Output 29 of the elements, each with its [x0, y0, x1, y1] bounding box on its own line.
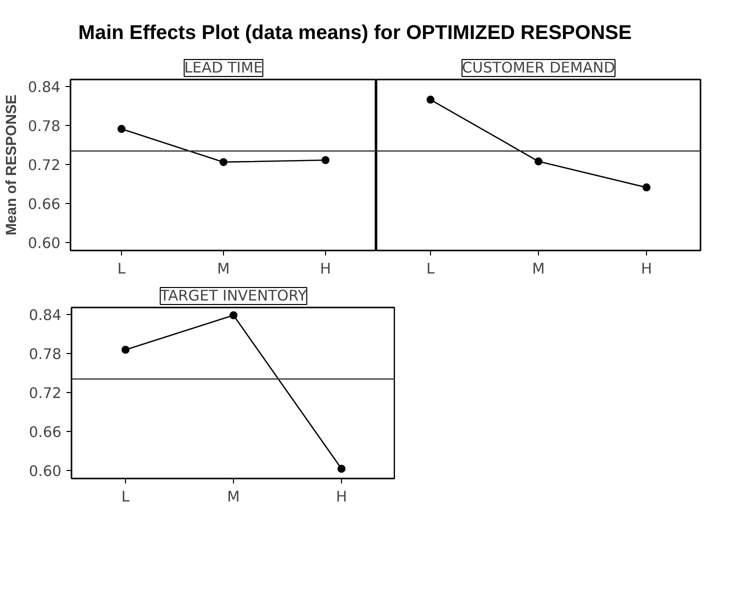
- y-tick-label: 0.84: [28, 307, 62, 324]
- chart-subtitle: LEAD TIME: [184, 60, 263, 76]
- y-axis-title: Mean of RESPONSE: [4, 94, 20, 236]
- y-tick-label: 0.66: [28, 424, 62, 442]
- y-tick-label: 0.72: [28, 385, 62, 402]
- y-tick-label: 0.84: [28, 79, 61, 96]
- y-tick-label: 0.60: [28, 463, 62, 480]
- x-tick-label: M: [227, 488, 240, 506]
- chart-title: Main Effects Plot (data means) for OPTIMIZED RESPONSE: [78, 21, 632, 46]
- point: [220, 158, 228, 166]
- x-tick-label: H: [320, 260, 332, 278]
- point: [322, 156, 330, 164]
- y-tick-label: 0.78: [28, 118, 61, 136]
- point: [230, 311, 238, 320]
- y-tick-label: 0.72: [28, 157, 61, 174]
- y-tick-label: 0.78: [28, 346, 62, 364]
- x-tick-label: L: [121, 488, 130, 506]
- x-tick-label: H: [640, 260, 652, 278]
- x-tick-label: H: [336, 488, 348, 506]
- x-tick-label: L: [117, 260, 126, 278]
- chart-subtitle: CUSTOMER DEMAND: [462, 60, 615, 76]
- point: [122, 346, 130, 354]
- y-tick-label: 0.60: [28, 235, 61, 252]
- point: [118, 124, 126, 133]
- x-tick-label: L: [426, 260, 436, 278]
- y-tick-label: 0.66: [28, 196, 61, 214]
- x-tick-label: M: [217, 260, 230, 278]
- x-tick-label: M: [532, 260, 545, 278]
- point: [338, 464, 346, 473]
